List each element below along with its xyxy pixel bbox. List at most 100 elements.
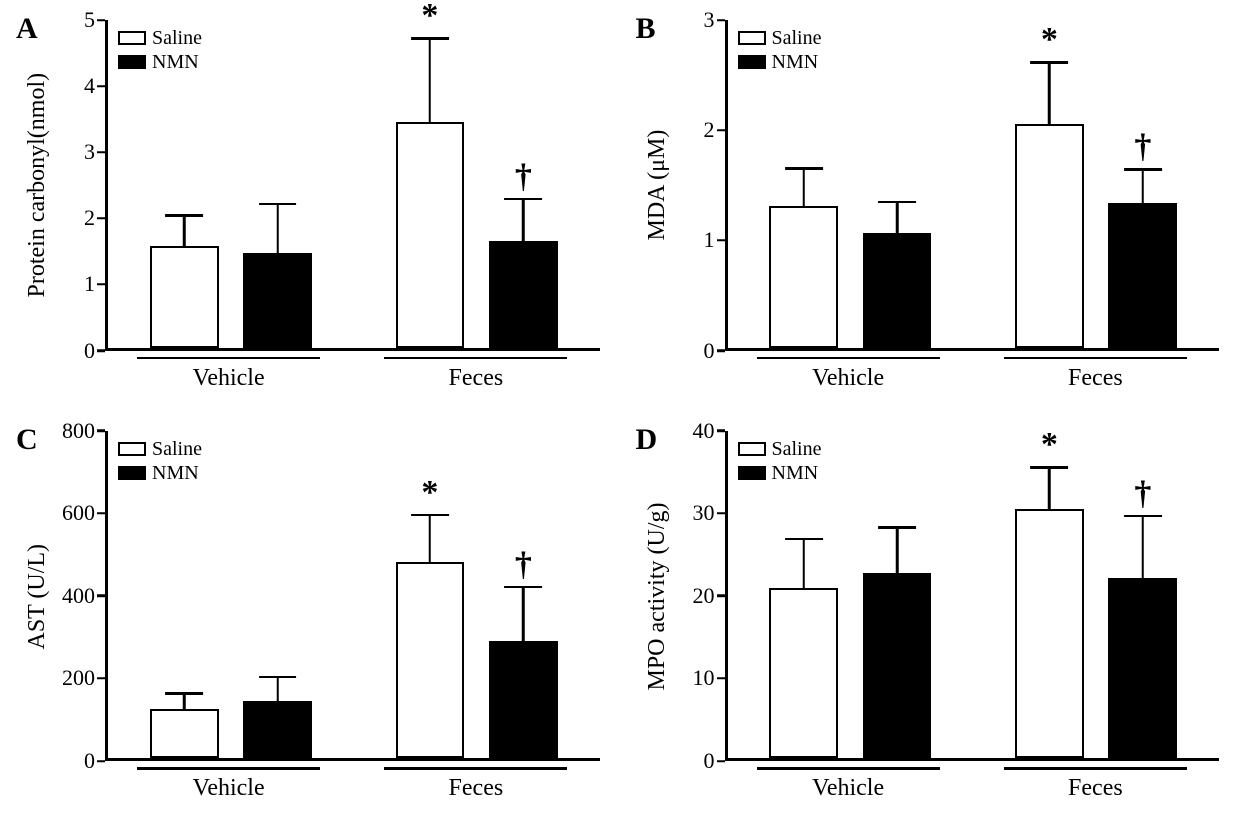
error-bar (1142, 171, 1145, 204)
bar-vehicle-saline (769, 588, 838, 758)
y-tick-mark (97, 151, 105, 154)
error-bar (896, 203, 899, 232)
legend-swatch-saline (738, 442, 766, 456)
error-cap (259, 203, 297, 206)
legend-item-saline: Saline (118, 437, 202, 461)
legend-label: NMN (152, 50, 199, 74)
y-tick-label: 600 (55, 500, 95, 526)
y-tick-label: 40 (675, 418, 715, 444)
plot-row: AST (U/L) 0200400600800 Saline NMN *† (20, 431, 600, 762)
legend-label: NMN (152, 461, 199, 485)
y-tick-label: 3 (675, 7, 715, 33)
x-group-line (137, 357, 320, 360)
error-cap (785, 538, 823, 541)
x-axis: Vehicle Feces (70, 761, 600, 811)
x-group-label: Feces (449, 775, 504, 802)
plot-area: Saline NMN *† (725, 20, 1220, 351)
bar-vehicle-saline (769, 206, 838, 348)
plot-area: Saline NMN *† (105, 431, 600, 762)
legend-swatch-nmn (738, 466, 766, 480)
error-bar (183, 217, 186, 246)
error-bar (522, 200, 525, 241)
y-tick-label: 3 (55, 139, 95, 165)
panel-B: B MDA (μM) 0123 Saline NMN *† VehicleFec… (640, 20, 1220, 401)
legend-swatch-nmn (738, 55, 766, 69)
error-cap (1124, 515, 1162, 518)
bar-feces-saline (396, 122, 465, 348)
panel-D: D MPO activity (U/g) 010203040 Saline NM… (640, 431, 1220, 812)
y-tick-label: 2 (675, 117, 715, 143)
error-bar (429, 516, 432, 561)
error-cap (259, 676, 297, 679)
sig-dagger: † (1134, 477, 1151, 511)
error-cap (504, 198, 542, 201)
y-tick-mark (717, 595, 725, 598)
error-bar (1142, 517, 1145, 578)
legend-swatch-saline (118, 31, 146, 45)
error-cap (165, 692, 203, 695)
error-bar (183, 695, 186, 709)
panel-C: C AST (U/L) 0200400600800 Saline NMN *† … (20, 431, 600, 812)
y-axis-label: MPO activity (U/g) (640, 431, 675, 762)
x-axis: VehicleFeces (70, 351, 600, 401)
x-group-line (1004, 357, 1187, 360)
legend-swatch-nmn (118, 466, 146, 480)
legend-item-nmn: NMN (738, 461, 822, 485)
x-group-line (384, 767, 567, 770)
legend-item-nmn: NMN (118, 50, 202, 74)
error-bar (1048, 469, 1051, 509)
y-tick-label: 1 (675, 227, 715, 253)
y-axis: 010203040 (675, 431, 725, 762)
y-tick-label: 200 (55, 665, 95, 691)
y-axis-label: Protein carbonyl(nmol) (20, 20, 55, 351)
y-tick-mark (97, 19, 105, 22)
y-tick-mark (717, 239, 725, 242)
bar-vehicle-nmn (863, 573, 932, 758)
y-tick-mark (717, 429, 725, 432)
legend-swatch-saline (118, 442, 146, 456)
y-axis: 0200400600800 (55, 431, 105, 762)
x-group-line (384, 357, 567, 360)
bar-feces-nmn (489, 241, 558, 347)
legend-label: Saline (152, 26, 202, 50)
error-cap (785, 167, 823, 170)
x-axis: VehicleFeces (690, 761, 1220, 811)
y-tick-mark (97, 85, 105, 88)
y-tick-mark (97, 283, 105, 286)
y-tick-label: 30 (675, 500, 715, 526)
legend: Saline NMN (118, 437, 202, 485)
bar-feces-saline (1015, 124, 1084, 348)
bar-vehicle-nmn (863, 233, 932, 348)
y-tick-label: 20 (675, 583, 715, 609)
plot-area: Saline NMN *† (105, 20, 600, 351)
bar-vehicle-nmn (243, 701, 312, 758)
legend-item-saline: Saline (738, 437, 822, 461)
error-cap (1124, 168, 1162, 171)
sig-dagger: † (515, 548, 532, 582)
error-cap (878, 201, 916, 204)
plot-row: MPO activity (U/g) 010203040 Saline NMN … (640, 431, 1220, 762)
y-tick-mark (97, 217, 105, 220)
error-cap (411, 37, 449, 40)
bar-vehicle-saline (150, 246, 219, 348)
y-axis: 012345 (55, 20, 105, 351)
legend-label: NMN (772, 461, 819, 485)
error-cap (1031, 466, 1069, 469)
x-group-label: Feces (1068, 365, 1123, 392)
legend-item-nmn: NMN (738, 50, 822, 74)
y-tick-mark (97, 595, 105, 598)
y-tick-label: 10 (675, 665, 715, 691)
bar-vehicle-saline (150, 709, 219, 758)
x-group-label: Vehicle (193, 775, 265, 802)
error-cap (504, 586, 542, 589)
legend-swatch-saline (738, 31, 766, 45)
legend-item-saline: Saline (738, 26, 822, 50)
legend-item-nmn: NMN (118, 461, 202, 485)
sig-asterisk: * (421, 0, 438, 33)
plot-row: Protein carbonyl(nmol) 012345 Saline NMN… (20, 20, 600, 351)
error-bar (1048, 64, 1051, 124)
x-group-label: Vehicle (812, 775, 884, 802)
x-group-label: Feces (449, 365, 504, 392)
y-tick-label: 4 (55, 73, 95, 99)
bar-feces-saline (396, 562, 465, 759)
